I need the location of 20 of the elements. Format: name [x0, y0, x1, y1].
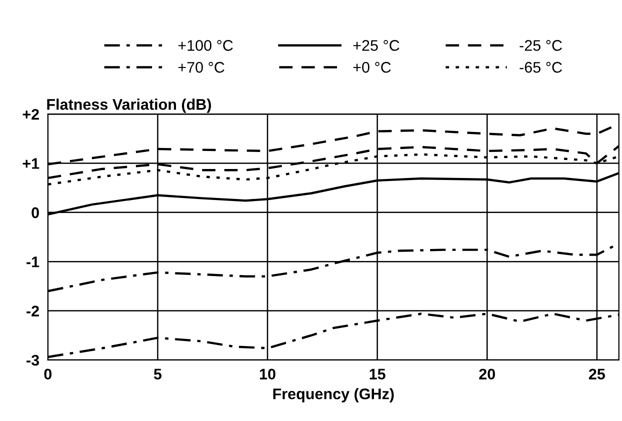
legend-label: +25 °C: [353, 40, 400, 51]
y-tick-label: -3: [26, 354, 40, 366]
legend-label: -25 °C: [520, 40, 562, 51]
legend-label: +0 °C: [353, 62, 391, 73]
legend-label: +70 °C: [178, 62, 224, 73]
x-tick-label: 10: [260, 368, 276, 380]
y-tick-label: -1: [26, 256, 40, 268]
y-tick-label: 0: [32, 207, 39, 218]
y-tick-label: +1: [22, 158, 40, 169]
x-tick-label: 25: [588, 368, 605, 380]
x-tick-label: 0: [44, 368, 52, 380]
legend-label: +100 °C: [178, 40, 233, 51]
x-axis-title: Frequency (GHz): [273, 388, 394, 402]
y-axis-title: Flatness Variation (dB): [47, 98, 211, 113]
y-tick-label: +2: [22, 108, 39, 120]
x-tick-label: 5: [154, 368, 162, 380]
x-tick-label: 15: [370, 368, 386, 380]
x-tick-label: 20: [479, 368, 495, 380]
y-tick-label: -2: [26, 306, 39, 316]
legend-label: -65 °C: [520, 62, 562, 73]
